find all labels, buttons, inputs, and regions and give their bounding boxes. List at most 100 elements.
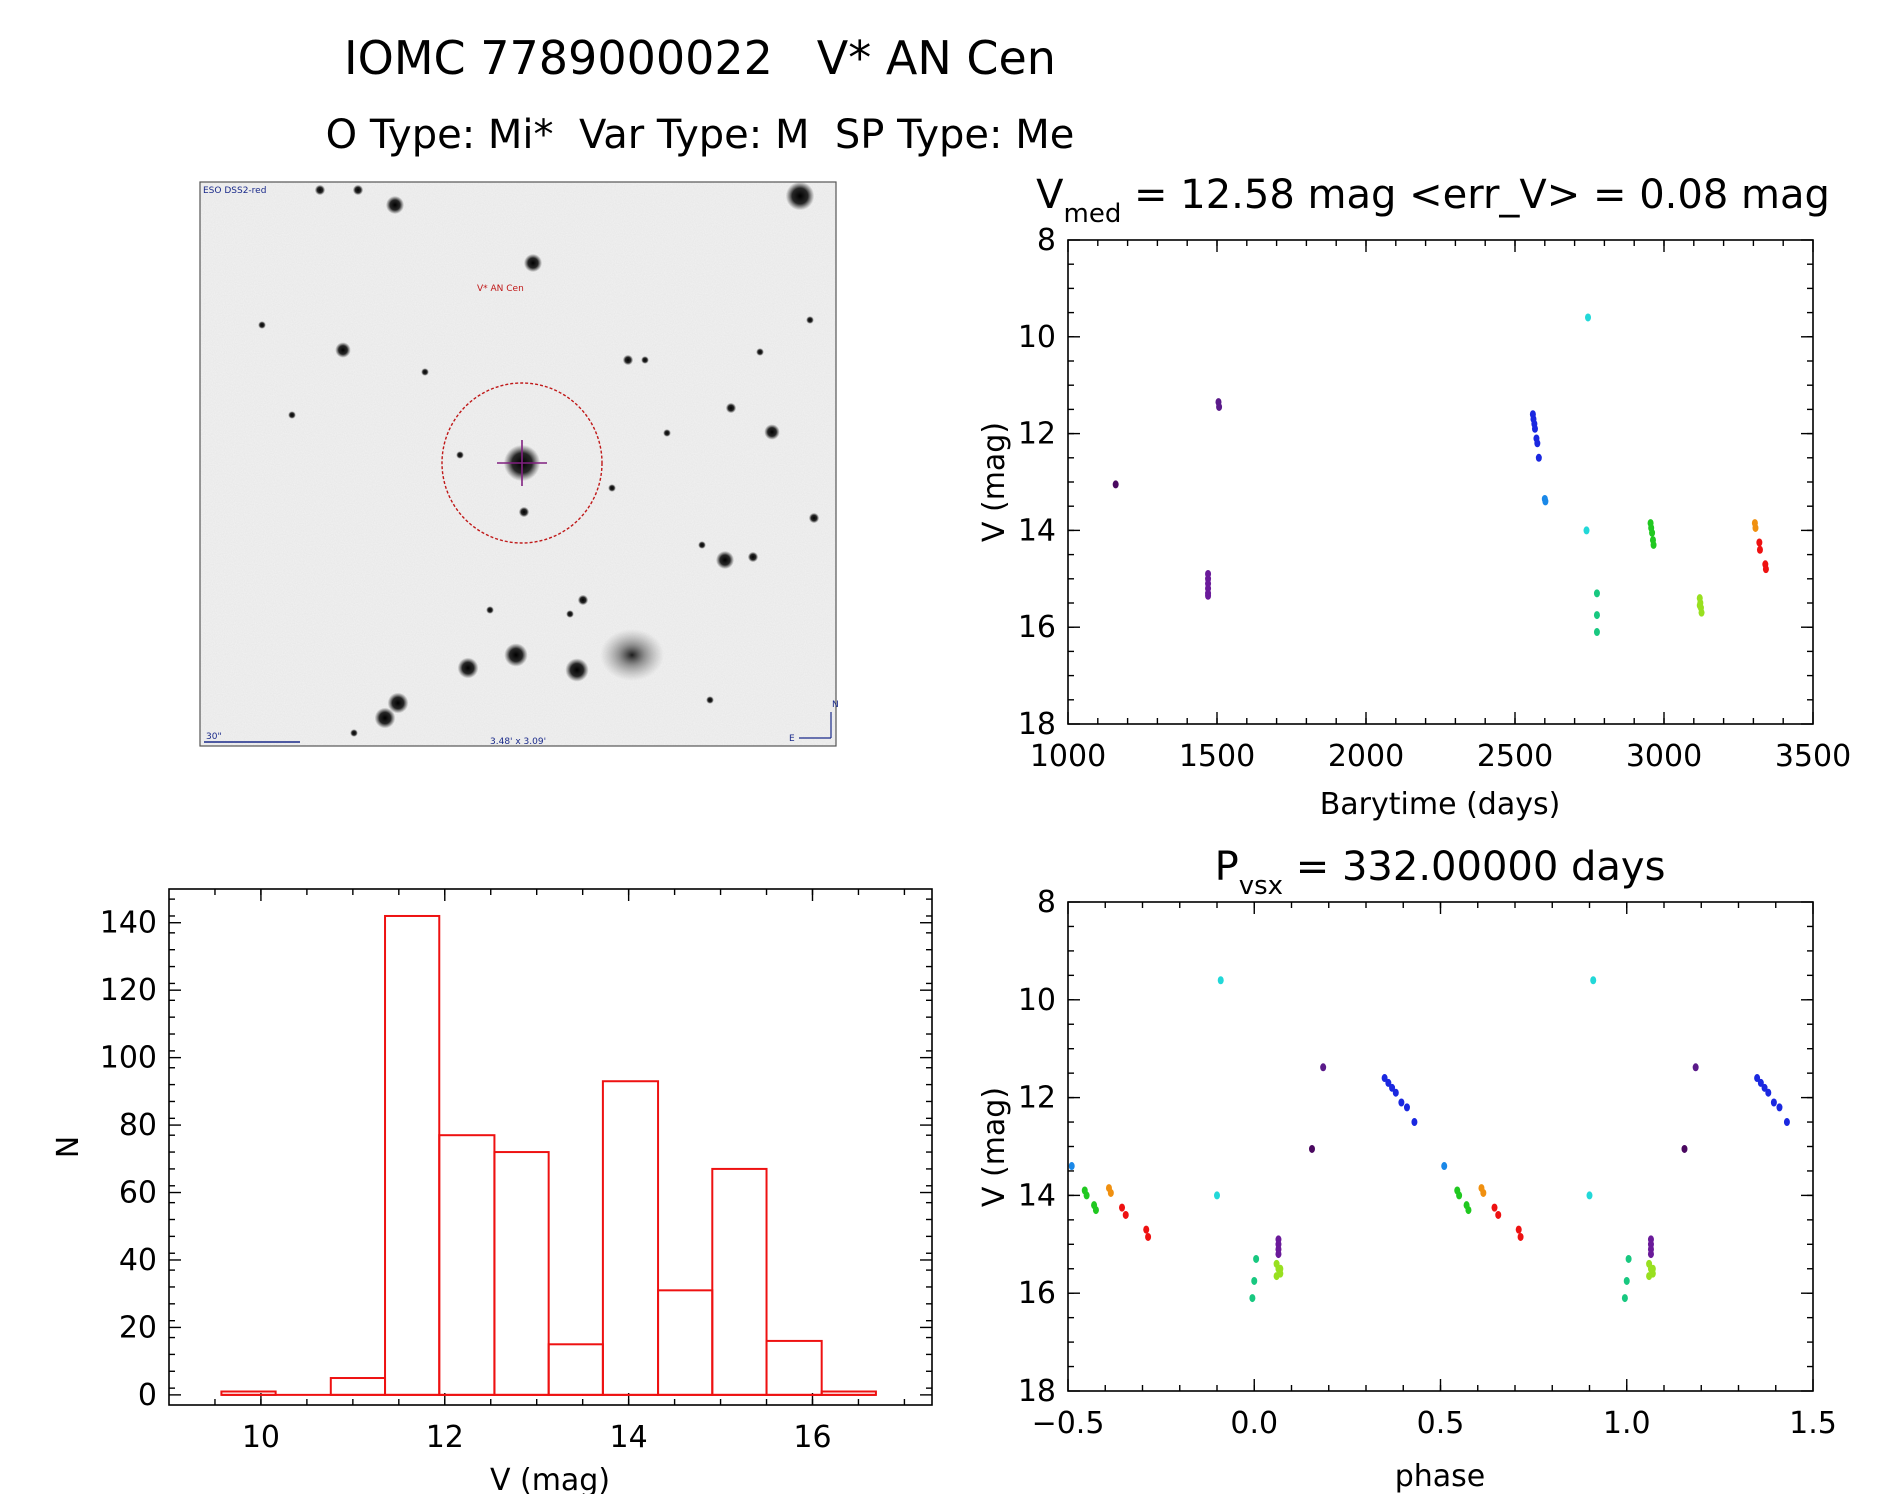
histogram-bar	[220, 1390, 277, 1396]
histogram-bar	[329, 1377, 387, 1396]
y-tick-label: 10	[1018, 320, 1056, 355]
histogram-xlabel: V (mag)	[490, 1463, 610, 1494]
x-tick-label: 1000	[1030, 739, 1106, 774]
x-tick-label: 0.0	[1230, 1406, 1278, 1441]
data-point	[1625, 1254, 1632, 1263]
x-tick-label: −0.5	[1032, 1406, 1105, 1441]
star	[350, 729, 358, 737]
data-point	[1698, 608, 1705, 617]
object-types: O Type: Mi* Var Type: M SP Type: Me	[326, 112, 1075, 158]
y-tick-label: 120	[100, 973, 157, 1008]
data-point	[1692, 1063, 1699, 1072]
y-tick-label: 18	[1018, 707, 1056, 742]
light-curve-chart: Vmed = 12.58 mag <err_V> = 0.08 mag 1000…	[977, 172, 1851, 822]
data-point	[1649, 528, 1656, 537]
star	[806, 316, 814, 324]
y-tick-label: 14	[1018, 513, 1056, 548]
data-point	[1092, 1206, 1099, 1215]
scale-label: 30"	[206, 732, 222, 742]
star	[622, 354, 634, 366]
star	[785, 182, 815, 211]
compass-north-label: N	[832, 700, 839, 710]
star	[808, 512, 820, 524]
star	[663, 429, 671, 437]
data-point	[1122, 1210, 1129, 1219]
data-point	[1107, 1188, 1114, 1197]
data-point	[1765, 1088, 1772, 1097]
star	[374, 707, 396, 729]
histogram-chart: 10 12 14 16 0 20 40 60 80 100 120 140 V (mag) N	[51, 888, 933, 1494]
y-tick-label: 80	[119, 1108, 157, 1143]
star	[288, 411, 296, 419]
star	[715, 550, 735, 570]
data-point	[1495, 1210, 1502, 1219]
data-point	[1646, 1272, 1653, 1281]
star-field	[258, 182, 820, 737]
data-point	[1145, 1232, 1152, 1241]
data-point	[1389, 1083, 1396, 1092]
data-point	[1752, 523, 1759, 532]
y-tick-label: 0	[138, 1378, 157, 1413]
star	[756, 348, 764, 356]
x-tick-label: 0.5	[1417, 1406, 1465, 1441]
light-curve-title: Vmed = 12.58 mag <err_V> = 0.08 mag	[1036, 172, 1830, 229]
star	[421, 368, 429, 376]
data-point	[1756, 538, 1763, 547]
star	[457, 657, 479, 679]
x-tick-label: 16	[793, 1420, 831, 1455]
star	[486, 606, 494, 614]
data-point	[1649, 1264, 1656, 1273]
star	[258, 321, 266, 329]
data-point	[1411, 1118, 1418, 1127]
phased-xlabel: phase	[1395, 1459, 1486, 1494]
data-point	[1681, 1144, 1688, 1153]
x-tick-label: 2000	[1328, 739, 1404, 774]
histogram-bar	[820, 1390, 877, 1396]
sky-frame	[199, 181, 837, 747]
data-point	[1542, 497, 1549, 506]
data-point	[1776, 1103, 1783, 1112]
histogram-bar	[547, 1343, 604, 1396]
star	[518, 506, 530, 518]
histogram-bar	[711, 1167, 768, 1396]
x-tick-label: 1.5	[1789, 1406, 1837, 1441]
data-point	[1757, 1078, 1764, 1087]
star	[577, 594, 589, 606]
histogram-ylabel: N	[51, 1136, 86, 1158]
star	[387, 692, 409, 714]
data-point	[1491, 1203, 1498, 1212]
y-tick-label: 18	[1018, 1374, 1056, 1409]
histogram-bar	[601, 1080, 660, 1396]
data-point	[1770, 1098, 1777, 1107]
phased-ylabel: V (mag)	[977, 1087, 1012, 1207]
sky-image: ESO DSS2-red V* AN Cen 30" 3.48' x 3.09'…	[199, 181, 839, 747]
data-point	[1068, 1162, 1075, 1171]
x-tick-label: 12	[426, 1420, 464, 1455]
histogram-bar	[493, 1151, 550, 1396]
target-label: V* AN Cen	[477, 284, 524, 294]
histogram-bar	[438, 1134, 496, 1396]
x-tick-label: 2500	[1477, 739, 1553, 774]
histogram-frame	[168, 888, 933, 1406]
data-point	[1251, 1276, 1258, 1285]
data-point	[1623, 1276, 1630, 1285]
data-point	[1593, 589, 1600, 598]
data-point	[1647, 1250, 1654, 1259]
y-tick-label: 16	[1018, 1276, 1056, 1311]
star	[335, 342, 351, 358]
star	[641, 356, 649, 364]
y-tick-label: 12	[1018, 1081, 1056, 1116]
y-tick-label: 100	[100, 1041, 157, 1076]
star	[608, 484, 616, 492]
data-point	[1385, 1078, 1392, 1087]
data-point	[1761, 1083, 1768, 1092]
data-point	[1583, 526, 1590, 535]
fov-label: 3.48' x 3.09'	[490, 737, 546, 747]
star	[504, 643, 528, 667]
data-point	[1253, 1254, 1260, 1263]
y-tick-label: 8	[1037, 223, 1056, 258]
light-curve-frame	[1067, 239, 1814, 725]
star	[314, 184, 326, 196]
histogram-bar	[657, 1289, 714, 1396]
data-point	[1083, 1191, 1090, 1200]
